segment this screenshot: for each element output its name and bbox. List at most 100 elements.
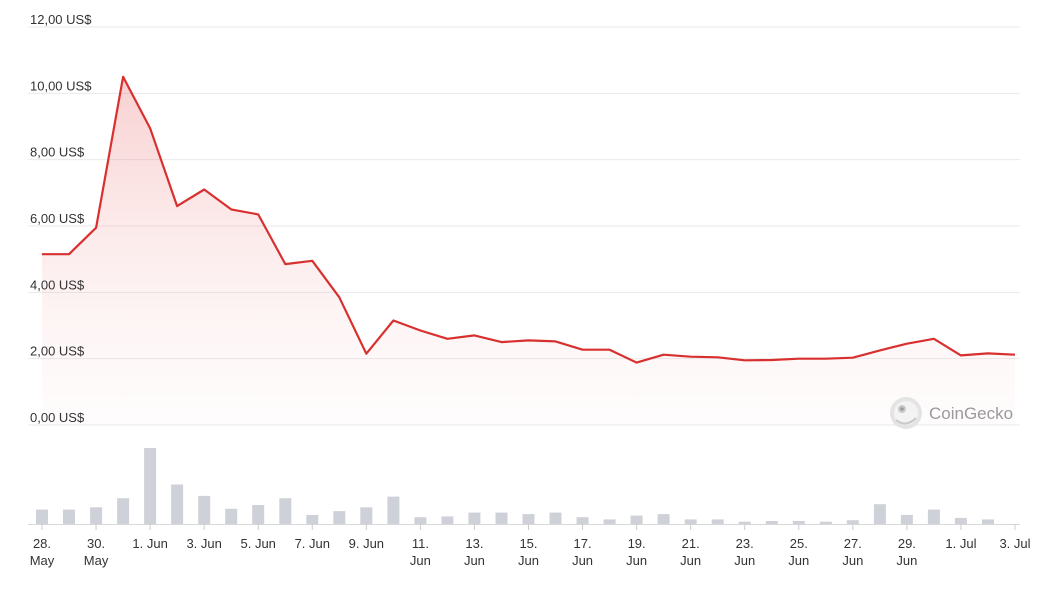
x-tick-label-line: Jun	[518, 553, 539, 568]
y-tick-label: 6,00 US$	[30, 211, 85, 226]
x-tick-label-line: 3. Jul	[999, 536, 1030, 551]
volume-bar	[954, 517, 967, 524]
volume-bar	[468, 512, 481, 524]
volume-bar	[333, 511, 346, 524]
gecko-logo-icon	[890, 397, 922, 429]
y-tick-label: 10,00 US$	[30, 78, 92, 93]
x-tick-label: 30. May	[84, 536, 109, 568]
volume-bar	[603, 519, 616, 524]
volume-bar	[982, 519, 994, 524]
x-tick-label: 9. Jun	[349, 536, 384, 551]
x-tick-label: 25. Jun	[788, 536, 809, 568]
x-tick-label: 23. Jun	[734, 536, 755, 568]
x-tick-label-line: 30.	[87, 536, 105, 551]
y-tick-label: 8,00 US$	[30, 145, 85, 160]
price-line-group	[41, 75, 1016, 364]
volume-bar	[846, 520, 859, 524]
x-tick-label-line: 15.	[519, 536, 537, 551]
x-tick-label-line: Jun	[734, 553, 755, 568]
volume-bar	[900, 514, 913, 524]
volume-bar	[657, 514, 670, 524]
x-tick-label: 15. Jun	[518, 536, 539, 568]
volume-bar	[765, 521, 778, 524]
x-tick-label: 1. Jun	[132, 536, 167, 551]
volume-bar	[171, 484, 184, 524]
volume-bar	[63, 509, 75, 524]
x-tick-label-line: Jun	[842, 553, 863, 568]
volume-bar	[576, 517, 589, 524]
volume-bar	[549, 512, 562, 524]
volume-bar	[198, 495, 211, 524]
x-tick-label-line: 27.	[844, 536, 862, 551]
y-tick-label: 12,00 US$	[30, 12, 92, 27]
x-tick-label-line: 9. Jun	[349, 536, 384, 551]
x-tick-label-line: 7. Jun	[295, 536, 330, 551]
x-tick-label-line: Jun	[410, 553, 431, 568]
volume-bar	[306, 514, 319, 524]
volume-bar	[225, 508, 238, 524]
price-area	[42, 76, 1015, 426]
x-tick-label-line: 29.	[898, 536, 916, 551]
x-tick-label: 19. Jun	[626, 536, 647, 568]
volume-bar	[711, 519, 724, 524]
y-tick-label: 4,00 US$	[30, 277, 85, 292]
x-tick-label: 28. May	[30, 536, 55, 568]
volume-bars	[28, 448, 1020, 525]
x-tick-label-line: 25.	[790, 536, 808, 551]
x-tick-label-line: 1. Jul	[945, 536, 976, 551]
x-tick-label-line: 1. Jun	[132, 536, 167, 551]
x-tick-label-line: 28.	[33, 536, 51, 551]
x-tick-label: 11. Jun	[410, 536, 431, 568]
volume-bar	[522, 514, 535, 524]
x-axis: 28. May 30. May 1. Jun 3. Jun 5. Jun 7. Jun 9. J…	[30, 524, 1031, 568]
volume-bar	[792, 521, 805, 524]
volume-bar	[279, 498, 292, 524]
volume-bar	[495, 512, 508, 524]
volume-bar	[441, 516, 454, 524]
volume-bar	[387, 496, 400, 524]
x-tick-label-line: 17.	[574, 536, 592, 551]
volume-bar	[360, 507, 373, 524]
x-tick-label-line: 23.	[736, 536, 754, 551]
volume-bar	[252, 505, 265, 524]
x-tick-label-line: Jun	[572, 553, 593, 568]
x-tick-label: 17. Jun	[572, 536, 593, 568]
volume-bar	[873, 504, 886, 524]
y-tick-label: 0,00 US$	[30, 410, 85, 425]
volume-bar	[684, 519, 697, 524]
x-tick-label-line: 11.	[412, 536, 429, 551]
x-tick-label-line: Jun	[896, 553, 917, 568]
volume-bar	[144, 448, 157, 524]
y-axis: 0,00 US$ 2,00 US$ 4,00 US$ 6,00 US$ 8,00 US$…	[30, 12, 92, 425]
x-tick-label-line: May	[84, 553, 109, 568]
x-tick-label: 3. Jul	[999, 536, 1030, 551]
coingecko-watermark: CoinGecko	[890, 397, 1013, 429]
x-tick-label: 21. Jun	[680, 536, 701, 568]
volume-bar	[630, 515, 643, 524]
x-tick-label-line: Jun	[464, 553, 485, 568]
x-tick-label-line: Jun	[626, 553, 647, 568]
price-area-fill	[42, 76, 1015, 426]
x-tick-label-line: Jun	[680, 553, 701, 568]
x-tick-label: 13. Jun	[464, 536, 485, 568]
volume-bar	[927, 509, 940, 524]
x-tick-label-line: Jun	[788, 553, 809, 568]
watermark-text: CoinGecko	[929, 404, 1013, 423]
volume-bar	[414, 517, 427, 524]
volume-bar	[36, 509, 48, 524]
x-tick-label-line: 3. Jun	[186, 536, 221, 551]
x-tick-label: 3. Jun	[186, 536, 221, 551]
x-tick-label: 5. Jun	[241, 536, 276, 551]
x-tick-label: 29. Jun	[896, 536, 917, 568]
x-tick-label: 1. Jul	[945, 536, 976, 551]
x-tick-label: 27. Jun	[842, 536, 863, 568]
x-tick-label-line: 5. Jun	[241, 536, 276, 551]
volume-bar	[117, 498, 130, 524]
x-tick-label: 7. Jun	[295, 536, 330, 551]
x-tick-label-line: May	[30, 553, 55, 568]
volume-bar	[819, 521, 832, 524]
volume-bar	[738, 521, 751, 524]
x-tick-label-line: 13.	[465, 536, 483, 551]
